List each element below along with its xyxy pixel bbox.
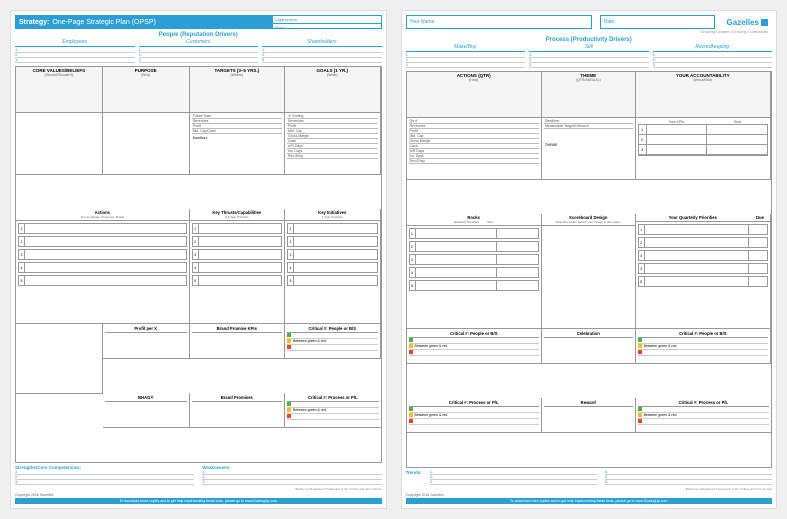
r-critical-process-1: Critical #: Process or P/L Between green… <box>407 398 542 433</box>
right-header: Your Name Date Gazelles <box>406 15 773 29</box>
profit-per-x: Profit per X <box>103 324 190 359</box>
name-label: Name <box>273 24 288 31</box>
col-theme: THEME(QTR/ANNUAL) <box>542 72 636 118</box>
trademark-note: BHAG is a Registered Trademark of Jim Co… <box>15 487 382 491</box>
brand-promise-kpis: Brand Promise KPIs <box>190 324 285 359</box>
purpose-area <box>103 113 190 175</box>
r-critical-people-2: Critical #: People or B/S Between green … <box>636 329 771 364</box>
bhag: BHAG® <box>103 393 190 428</box>
trends-row: Trends: 1.2.3. 4.5.6. <box>406 470 773 485</box>
critical-process: Critical #: Process or P/L Between green… <box>285 393 380 428</box>
left-header: Strategy: One-Page Strategic Plan (OPSP)… <box>15 15 382 29</box>
r-critical-people-1: Critical #: People or B/S Between green … <box>407 329 542 364</box>
footer-2: Copyright 2016 Gazelles <box>406 493 773 497</box>
process-triple: Make/Buy 1.2.3. Sell 1.2.3. Recordkeepin… <box>406 44 773 68</box>
col-actions-qtr: ACTIONS (QTR)(How) <box>407 72 542 118</box>
org-label: Organization <box>273 16 300 23</box>
strengths-weaknesses: Strengths/Core Competencies: 1.2.3. Weak… <box>15 465 382 485</box>
col-accountability: YOUR ACCOUNTABILITY(Who/What) <box>636 72 771 118</box>
col-goals: GOALS (1 YR.)(What) <box>285 67 380 113</box>
reward: Reward <box>542 398 636 433</box>
brand: Gazelles <box>723 15 772 29</box>
header-bold: Strategy: <box>19 19 49 26</box>
people-triple: Employees 1.2.3. Customers 1.2.3. Shareh… <box>15 39 382 63</box>
accountability-area: Your KPIsGoal 1 2 3 <box>636 118 771 180</box>
brand-promises: Brand Promises <box>190 393 285 428</box>
trademark-note-2: BHAG is a Registered Trademark of Jim Co… <box>406 487 773 491</box>
initiatives-block: Key Initiatives1 Year Priorities 12345 <box>285 209 380 323</box>
sell-head: Sell <box>529 44 649 52</box>
rocks-block: RocksQuarterly Priorities Who 1 2 3 4 5 <box>407 214 542 328</box>
header-rest: One-Page Strategic Plan (OPSP) <box>52 19 156 26</box>
col-core-values: CORE VALUES/BELIEFS(Should/Shouldn't) <box>16 67 103 113</box>
process-section-title: Process (Productivity Drivers) <box>406 37 773 43</box>
core-values-bottom <box>16 324 103 394</box>
brand-icon <box>761 19 768 26</box>
scoreboard-block: Scoreboard DesignDescribe and/or sketch … <box>542 214 636 328</box>
celebration: Celebration <box>542 329 636 364</box>
r-critical-process-2: Critical #: Process or P/L Between green… <box>636 398 771 433</box>
makebuy-head: Make/Buy <box>406 44 526 52</box>
customers-head: Customers <box>139 39 259 47</box>
footer: Copyright 2016 Gazelles <box>15 493 382 497</box>
page-right: Your Name Date Gazelles Growing Leaders … <box>401 10 778 509</box>
employees-head: Employees <box>15 39 135 47</box>
header-title-bar: Strategy: One-Page Strategic Plan (OPSP) <box>15 15 272 29</box>
thrusts-block: Key Thrusts/Capabilities3-5 Year Priorit… <box>190 209 285 323</box>
recordkeeping-head: Recordkeeping <box>653 44 773 52</box>
header-fields: Organization Name <box>272 15 382 29</box>
theme-area: Deadline:Measurable Target/Critical #: T… <box>542 118 636 180</box>
page-left: Strategy: One-Page Strategic Plan (OPSP)… <box>10 10 387 509</box>
date-field[interactable]: Date <box>600 15 715 29</box>
actions-block: ActionsTo Live Values, Purposes, BHAG 12… <box>16 209 190 323</box>
footer-bar: To download more copies and to get help … <box>15 498 382 504</box>
priorities-block: Your Quarterly PrioritiesDue 1 2 3 4 5 <box>636 214 771 328</box>
footer-bar-2: To download more copies and to get help … <box>406 498 773 504</box>
core-values-area <box>16 113 103 175</box>
col-purpose: PURPOSE(Why) <box>103 67 190 113</box>
critical-people: Critical #: People or B/S Between green … <box>285 324 380 359</box>
targets-area: Future DateRevenuesProfitMkt. Cap/Cash S… <box>190 113 285 175</box>
actions-qtr-area: Qtr #RevenuesProfitMkt. CapGross MarginC… <box>407 118 542 180</box>
your-name-field[interactable]: Your Name <box>406 15 592 29</box>
left-grid: CORE VALUES/BELIEFS(Should/Shouldn't) PU… <box>15 66 382 463</box>
right-grid: ACTIONS (QTR)(How) THEME(QTR/ANNUAL) YOU… <box>406 71 773 468</box>
people-section-title: People (Reputation Drivers) <box>15 32 382 38</box>
brand-tagline: Growing Leaders Growing Companies <box>406 29 773 34</box>
goals-area: Yr EndingRevenuesProfitMkt. CapGross Mar… <box>285 113 380 175</box>
shareholders-head: Shareholders <box>262 39 382 47</box>
trends-label: Trends: <box>406 470 422 475</box>
col-targets: TARGETS (3–5 YRS.)(Where) <box>190 67 285 113</box>
